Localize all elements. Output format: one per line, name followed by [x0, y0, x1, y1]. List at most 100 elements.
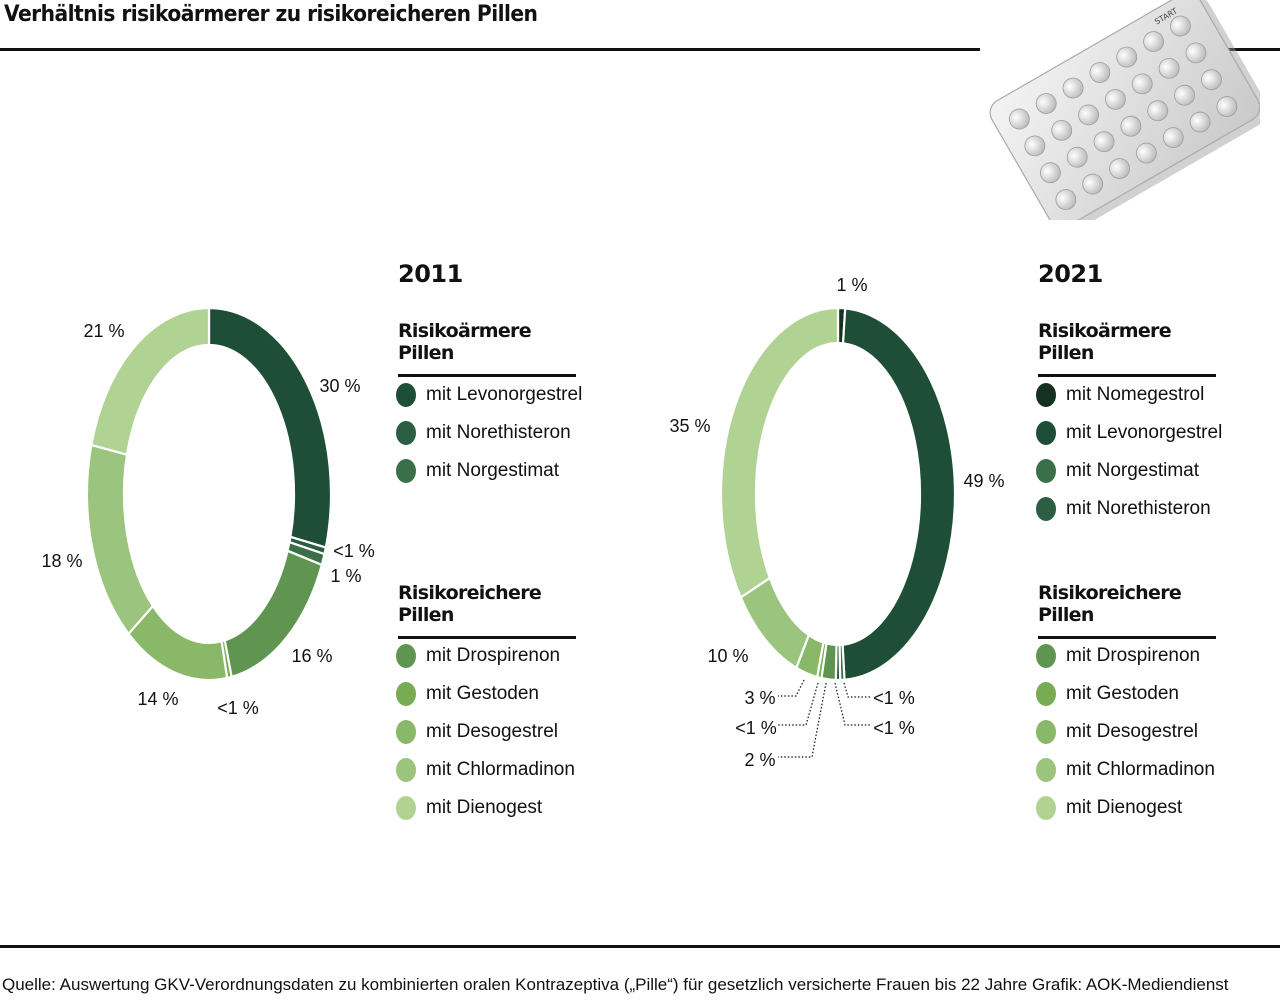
slice-label-2011-desogestrel: 14 %	[137, 689, 178, 709]
slice-2021-levonorgestrel	[841, 307, 957, 681]
pill-icon	[1216, 96, 1238, 117]
legend-swatch	[396, 459, 416, 483]
legend-2011-low-risk: mit Levonorgestrel mit Norethisteron mit N…	[396, 376, 582, 490]
pill-icon	[1201, 69, 1222, 91]
legend-item: mit Desogestrel	[396, 713, 575, 751]
legend-label: mit Norgestimat	[426, 460, 560, 481]
legend-swatch	[1036, 459, 1056, 483]
legend-2011-high-risk: mit Drospirenon mit Gestoden mit Desogestr…	[396, 637, 575, 827]
pill-icon	[1078, 104, 1099, 126]
legend-swatch	[396, 796, 416, 820]
leader-line	[778, 679, 805, 697]
legend-2021-high-risk: mit Drospirenon mit Gestoden mit Desogestr…	[1036, 637, 1215, 827]
slice-label-2011-norgestimat: 1 %	[330, 566, 361, 586]
pill-icon	[1105, 88, 1126, 110]
slice-2021-dienogest	[719, 306, 840, 600]
legend-label: mit Dienogest	[426, 797, 543, 818]
legend-label: mit Norethisteron	[426, 422, 571, 443]
slice-label-2011-gestoden: <1 %	[217, 698, 259, 718]
slice-2011-dienogest	[90, 306, 211, 457]
title-rule-left	[0, 48, 980, 51]
donut-2021	[719, 306, 957, 682]
slice-label-2011-dienogest: 21 %	[83, 321, 124, 341]
legend-item: mit Dienogest	[396, 789, 575, 827]
source-note: Quelle: Auswertung GKV-Verordnungsdaten …	[2, 975, 1229, 994]
pill-icon	[1136, 142, 1157, 164]
legend-swatch	[396, 644, 416, 668]
legend-item: mit Levonorgestrel	[1036, 414, 1222, 452]
pill-icon	[1120, 115, 1142, 137]
legend-label: mit Gestoden	[426, 683, 539, 704]
legend-label: mit Chlormadinon	[426, 759, 575, 780]
slice-label-2021-norethisteron: <1 %	[873, 718, 915, 738]
legend-2021-group-2-title: Risikoreichere Pillen	[1038, 582, 1216, 639]
pill-icon	[1158, 57, 1180, 79]
slice-label-2011-chlormadinon: 18 %	[41, 551, 82, 571]
legend-swatch	[396, 758, 416, 782]
leader-line	[778, 682, 827, 758]
legend-item: mit Norgestimat	[1036, 452, 1222, 490]
legend-swatch	[396, 682, 416, 706]
pill-icon	[1170, 15, 1191, 37]
legend-item: mit Gestoden	[396, 675, 575, 713]
legend-swatch	[396, 720, 416, 744]
legend-2021-group-1-title: Risikoärmere Pillen	[1038, 320, 1216, 377]
legend-swatch	[1036, 720, 1056, 744]
chart-title: Verhältnis risikoärmerer zu risikoreiche…	[4, 2, 538, 27]
slice-2011-levonorgestrel	[207, 306, 333, 549]
pill-icon	[1039, 162, 1061, 184]
legend-label: mit Desogestrel	[426, 721, 558, 742]
legend-label: mit Nomegestrol	[1066, 384, 1205, 405]
legend-label: mit Drospirenon	[1066, 645, 1201, 666]
leader-line	[843, 682, 870, 698]
leader-line	[778, 682, 819, 726]
pill-icon	[1143, 31, 1164, 52]
legend-item: mit Chlormadinon	[396, 751, 575, 789]
legend-swatch	[396, 383, 416, 407]
pill-pack-image: START	[989, 0, 1260, 220]
legend-label: mit Levonorgestrel	[1066, 422, 1223, 443]
leader-line	[834, 682, 870, 726]
title-rule-right	[1200, 48, 1280, 51]
legend-swatch	[1036, 796, 1056, 820]
legend-label: mit Desogestrel	[1066, 721, 1198, 742]
pill-icon	[1062, 77, 1084, 99]
legend-swatch	[1036, 758, 1056, 782]
pill-icon	[1131, 73, 1153, 95]
pill-icon	[1024, 135, 1046, 157]
pill-icon	[1008, 108, 1030, 130]
legend-item: mit Norethisteron	[396, 414, 582, 452]
legend-swatch	[1036, 497, 1056, 521]
slice-label-2021-nomegestrol: 1 %	[836, 275, 867, 295]
footer-rule	[0, 945, 1280, 948]
legend-item: mit Drospirenon	[396, 637, 575, 675]
legend-swatch	[1036, 644, 1056, 668]
legend-label: mit Chlormadinon	[1066, 759, 1215, 780]
legend-label: mit Gestoden	[1066, 683, 1179, 704]
pill-icon	[1147, 100, 1169, 122]
pill-icon	[1066, 146, 1088, 168]
slice-label-2021-levonorgestrel: 49 %	[963, 471, 1004, 491]
slice-label-2011-drospirenon: 16 %	[291, 646, 332, 666]
legend-label: mit Drospirenon	[426, 645, 561, 666]
pill-icon	[1109, 158, 1130, 179]
legend-2011-group-2-title: Risikoreichere Pillen	[398, 582, 576, 639]
pill-icon	[1051, 119, 1073, 141]
legend-swatch	[1036, 421, 1056, 445]
legend-label: mit Norgestimat	[1066, 460, 1200, 481]
legend-2021-low-risk: mit Nomegestrol mit Levonorgestrel mit Nor…	[1036, 376, 1222, 528]
year-2021: 2021	[1038, 260, 1103, 288]
slice-label-2011-levonorgestrel: 30 %	[319, 376, 360, 396]
legend-item: mit Levonorgestrel	[396, 376, 582, 414]
legend-label: mit Norethisteron	[1066, 498, 1211, 519]
legend-item: mit Nomegestrol	[1036, 376, 1222, 414]
pill-icon	[1089, 62, 1111, 83]
pill-icon	[1162, 127, 1184, 148]
slice-label-2021-norgestimat: <1 %	[873, 688, 915, 708]
pill-icon	[1082, 173, 1104, 195]
pill-icon	[1093, 131, 1115, 153]
donut-2011	[85, 306, 333, 682]
legend-item: mit Chlormadinon	[1036, 751, 1215, 789]
pill-icon	[1035, 93, 1057, 114]
